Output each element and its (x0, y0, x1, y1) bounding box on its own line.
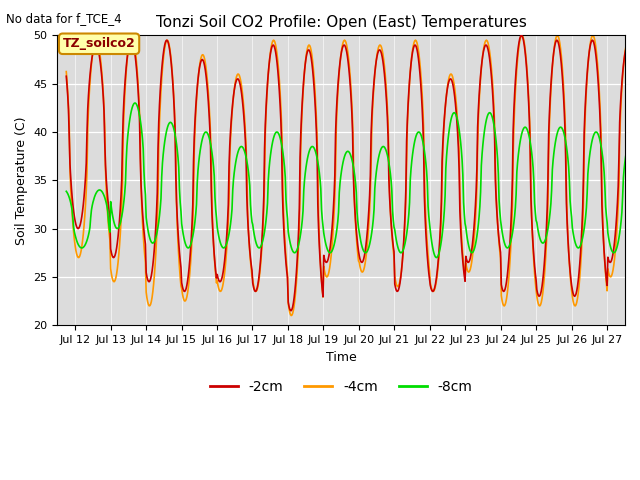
-4cm (287, 312, 295, 318)
-4cm (234, 72, 241, 78)
Legend: -2cm, -4cm, -8cm: -2cm, -4cm, -8cm (204, 374, 478, 399)
-8cm (234, 149, 242, 155)
Text: No data for f_TCE_4: No data for f_TCE_4 (6, 12, 122, 25)
-2cm (262, 122, 269, 128)
Text: TZ_soilco2: TZ_soilco2 (63, 37, 136, 50)
-4cm (518, 33, 526, 38)
-2cm (129, 40, 137, 46)
-8cm (442, 166, 450, 171)
-4cm (63, 69, 70, 74)
-2cm (234, 76, 241, 82)
-8cm (284, 216, 291, 221)
-8cm (410, 146, 417, 152)
-8cm (129, 103, 137, 108)
-4cm (262, 132, 269, 137)
Line: -4cm: -4cm (67, 36, 634, 315)
-8cm (433, 255, 440, 261)
-4cm (630, 72, 637, 77)
Title: Tonzi Soil CO2 Profile: Open (East) Temperatures: Tonzi Soil CO2 Profile: Open (East) Temp… (156, 15, 527, 30)
-4cm (129, 34, 137, 40)
-4cm (441, 108, 449, 113)
-2cm (410, 46, 417, 51)
-2cm (283, 268, 291, 274)
-8cm (63, 189, 70, 194)
Line: -8cm: -8cm (67, 103, 634, 258)
-2cm (63, 73, 70, 79)
-2cm (287, 308, 295, 313)
-4cm (410, 43, 417, 48)
-2cm (441, 106, 449, 112)
-2cm (630, 79, 637, 85)
-2cm (518, 33, 525, 38)
X-axis label: Time: Time (326, 350, 356, 363)
-4cm (283, 263, 291, 269)
-8cm (630, 137, 637, 143)
Y-axis label: Soil Temperature (C): Soil Temperature (C) (15, 116, 28, 244)
-8cm (262, 217, 270, 223)
-8cm (131, 100, 139, 106)
Line: -2cm: -2cm (67, 36, 634, 311)
